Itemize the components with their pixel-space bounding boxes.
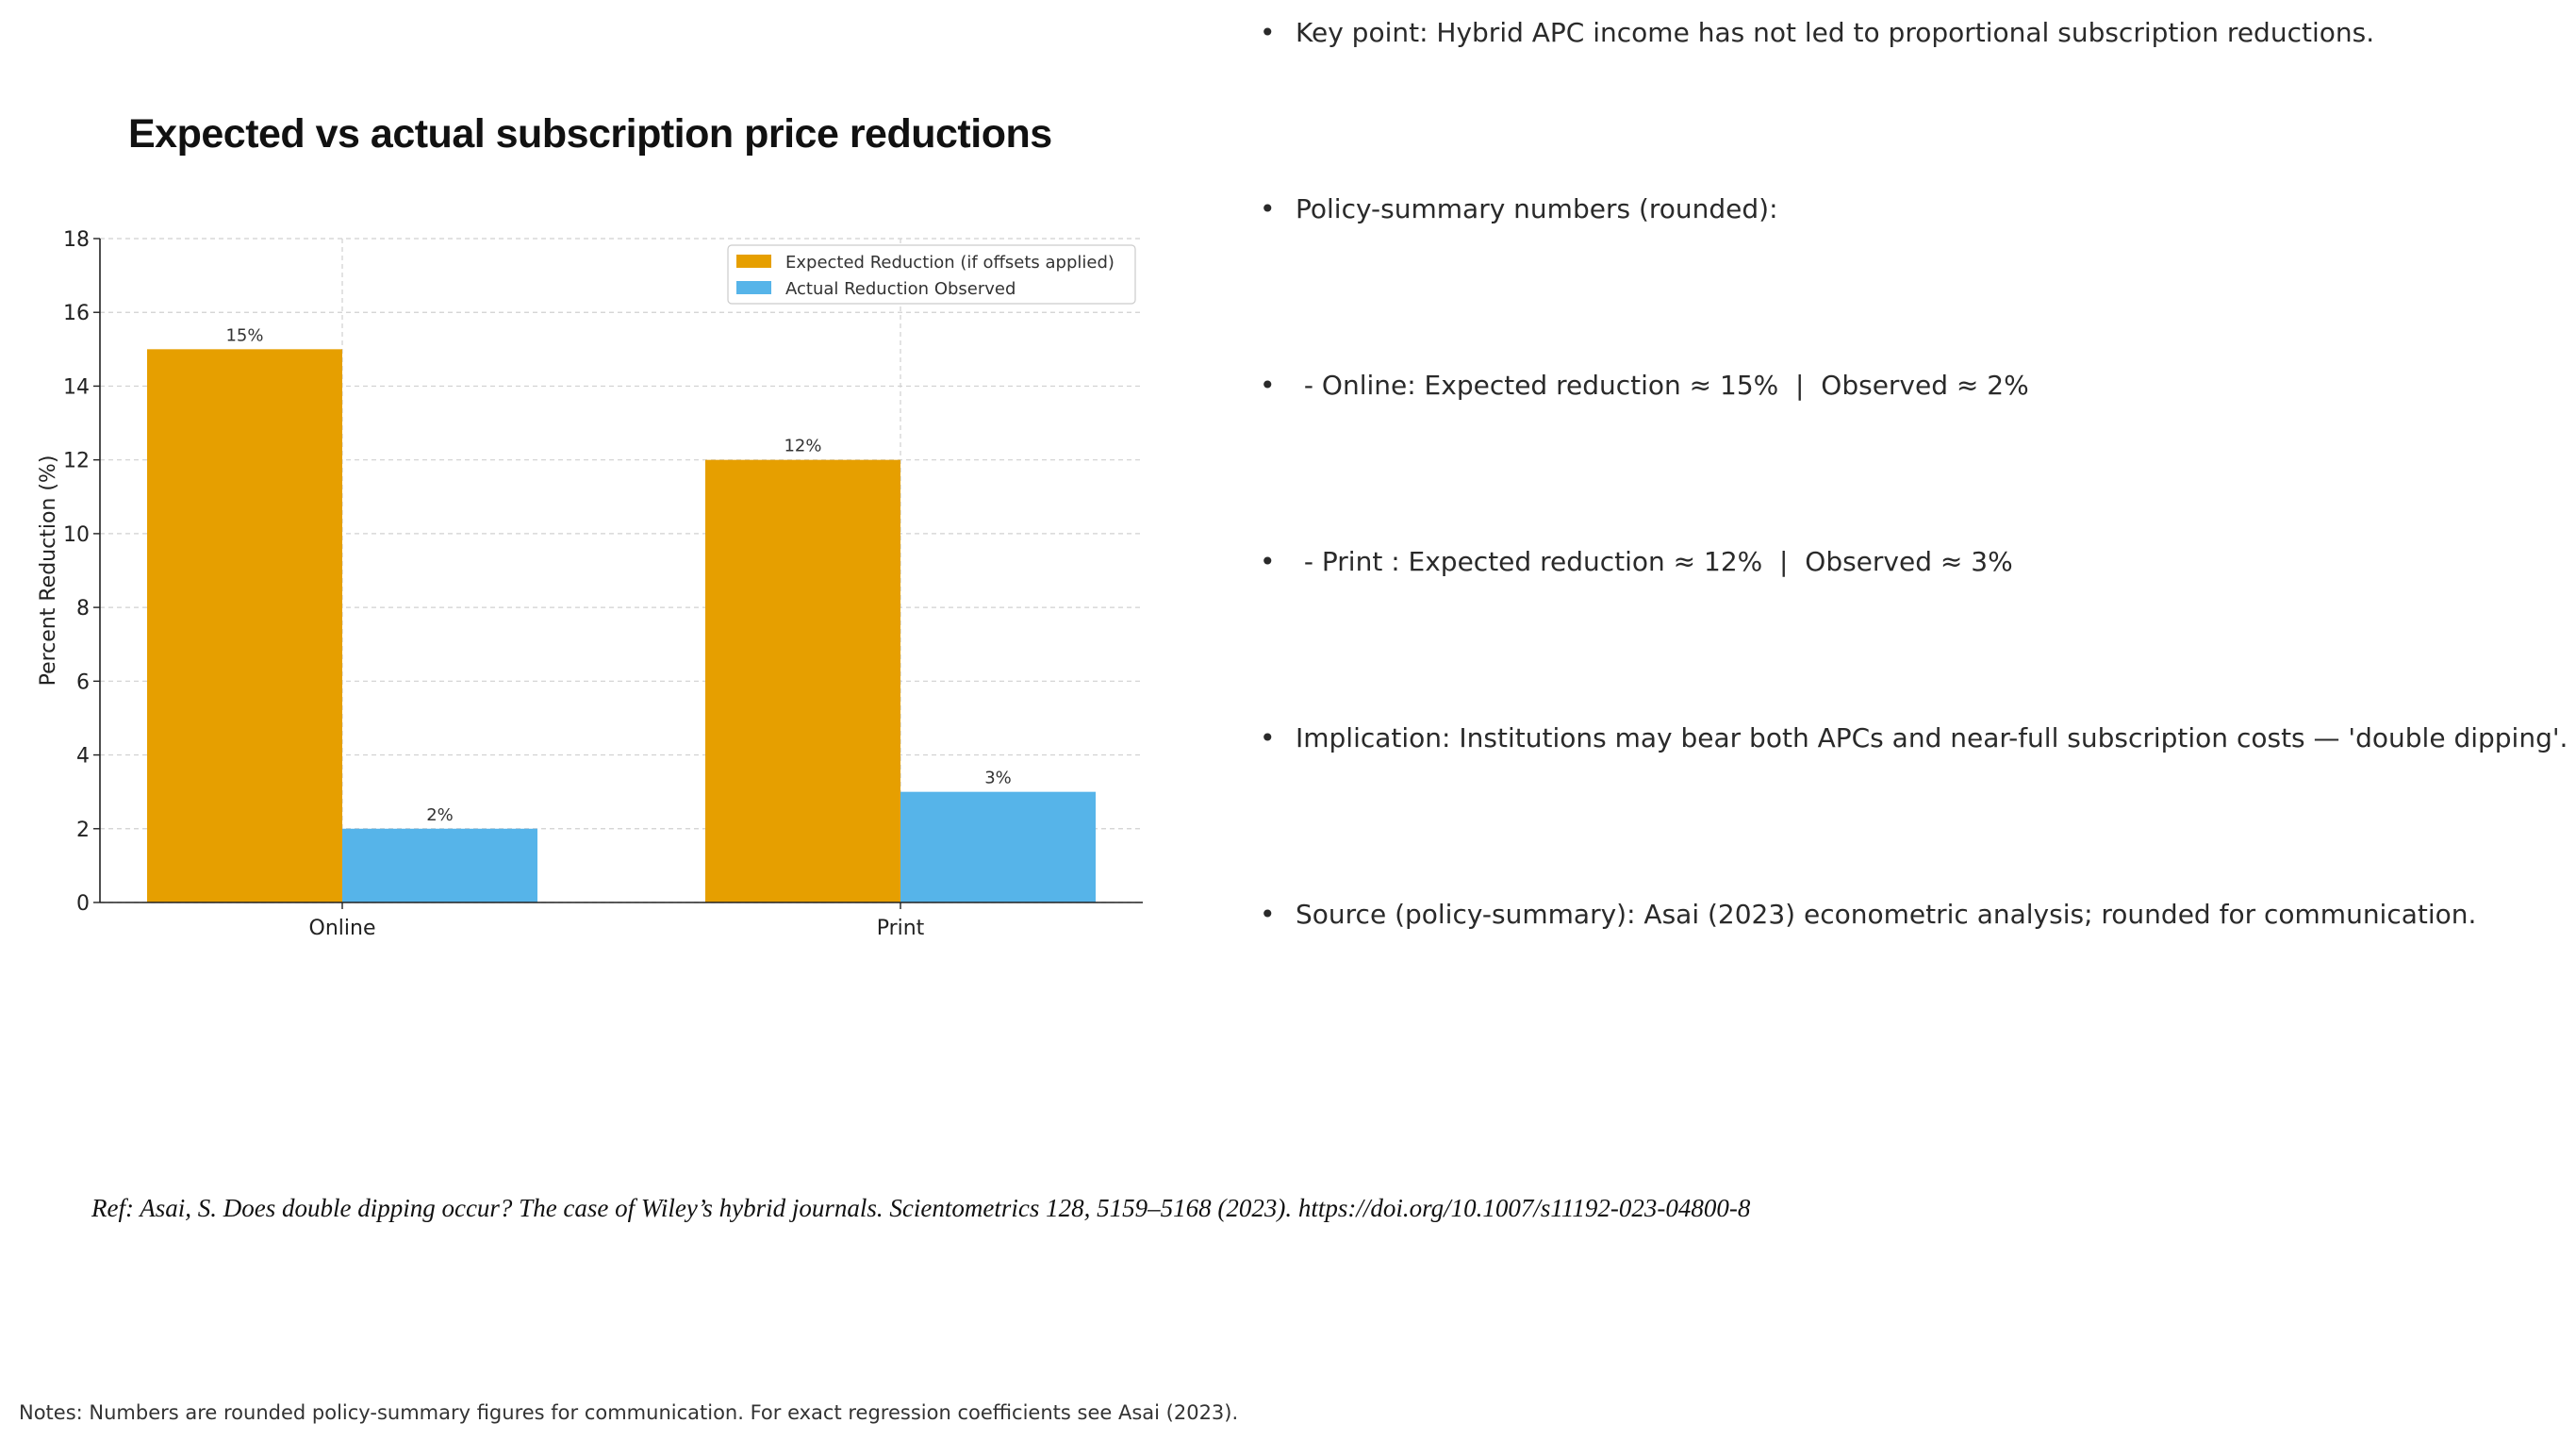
bullet-online: • - Online: Expected reduction ≈ 15% | O… <box>1260 370 2029 401</box>
bar-print-expected <box>705 459 900 902</box>
bullet-dot: • <box>1260 722 1276 753</box>
bullet-dot: • <box>1260 17 1276 48</box>
y-tick-label: 18 <box>63 228 90 252</box>
bullet-print: • - Print : Expected reduction ≈ 12% | O… <box>1260 546 2013 577</box>
y-tick-label: 4 <box>76 745 90 769</box>
y-tick-label: 16 <box>63 302 90 325</box>
bar-value-label: 12% <box>784 437 821 456</box>
y-tick-label: 10 <box>63 523 90 547</box>
bar-print-actual <box>900 791 1096 902</box>
bar-value-label: 15% <box>225 325 263 345</box>
legend-label-actual: Actual Reduction Observed <box>785 279 1016 299</box>
x-tick-label-online: Online <box>309 917 376 940</box>
legend-swatch-expected <box>736 255 771 268</box>
y-tick-label: 14 <box>63 375 90 399</box>
bar-online-expected <box>147 349 342 902</box>
y-tick-label: 8 <box>76 597 90 621</box>
bar-value-label: 2% <box>426 805 454 825</box>
y-tick-label: 12 <box>63 450 90 473</box>
legend-label-expected: Expected Reduction (if offsets applied) <box>785 253 1115 273</box>
legend-box <box>727 244 1136 305</box>
bar-value-label: 3% <box>984 769 1012 788</box>
bullet-implication: • Implication: Institutions may bear both… <box>1260 722 2568 753</box>
bar-chart: 15% 12% 2% 3% 0 2 4 6 8 10 12 14 16 18 Online Print Perc… <box>37 228 1143 940</box>
bullet-dot: • <box>1260 899 1276 930</box>
y-tick-label: 6 <box>76 670 90 694</box>
bullet-dot: • <box>1260 193 1276 224</box>
y-axis-label: Percent Reduction (%) <box>37 455 60 687</box>
chart-title: Expected vs actual subscription price re… <box>128 111 1052 157</box>
reference-citation: Ref: Asai, S. Does double dipping occur?… <box>91 1194 1751 1222</box>
bullet-source: • Source (policy-summary): Asai (2023) ec… <box>1260 899 2477 930</box>
y-tick-label: 0 <box>76 892 90 916</box>
bullet-policy-summary: • Policy-summary numbers (rounded): <box>1260 193 1778 224</box>
bullet-dot: • <box>1260 546 1276 577</box>
x-tick-label-print: Print <box>877 917 925 940</box>
bullet-dot: • <box>1260 370 1276 401</box>
footnote: Notes: Numbers are rounded policy-summar… <box>19 1401 1239 1424</box>
bullet-key-point: • Key point: Hybrid APC income has not le… <box>1260 17 2375 48</box>
y-tick-label: 2 <box>76 819 90 842</box>
bar-online-actual <box>342 828 537 902</box>
legend-swatch-actual <box>736 281 771 294</box>
